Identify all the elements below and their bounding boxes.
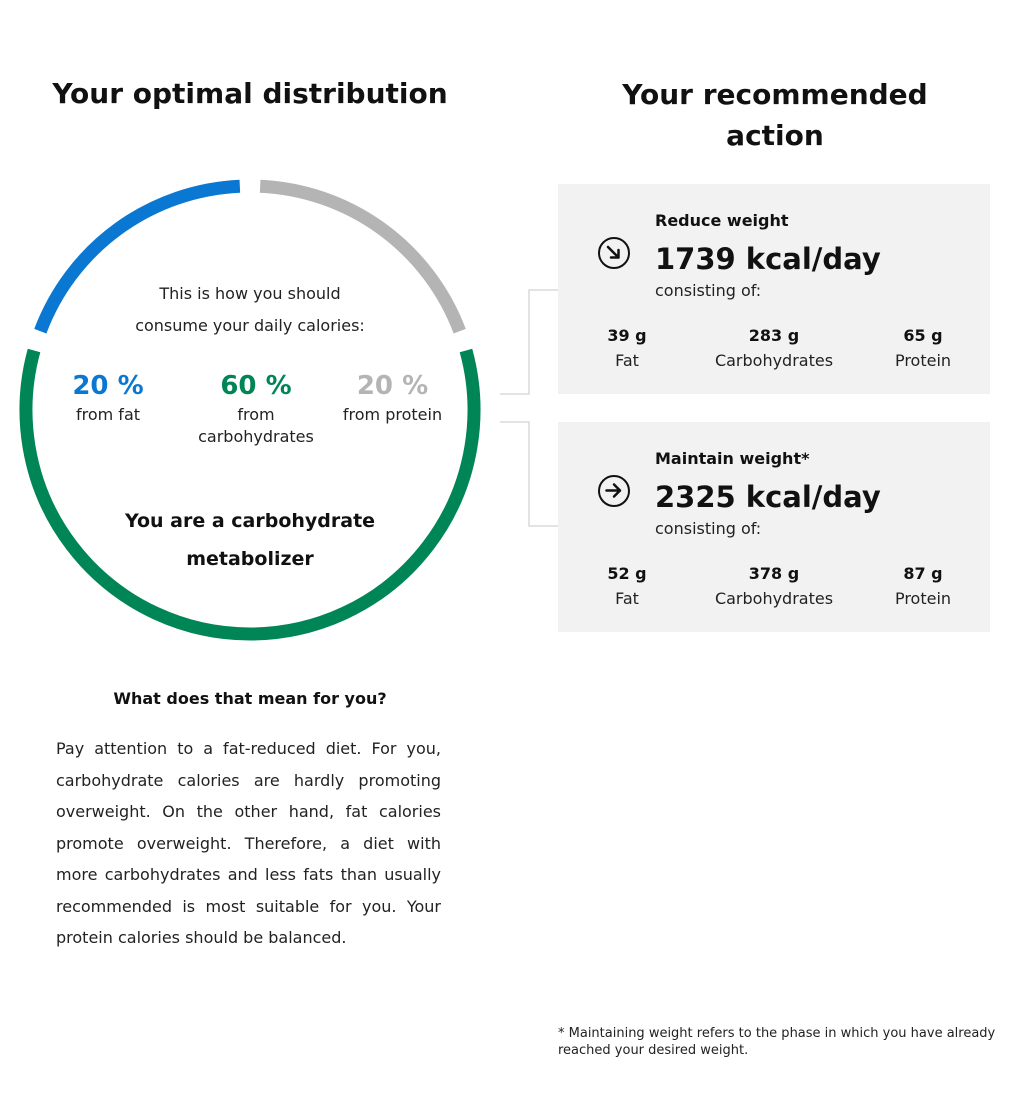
percent-fat-value: 20 % — [72, 371, 144, 401]
metabolizer-line-1: You are a carbohydrate — [124, 510, 376, 532]
intro-line-1: This is how you should — [159, 284, 341, 303]
maintain-weight-card: Maintain weight* 2325 kcal/day consistin… — [558, 422, 990, 632]
maintain-footnote: * Maintaining weight refers to the phase… — [558, 1026, 996, 1058]
arrow-right-circle-icon — [598, 475, 630, 507]
card-title: Reduce weight — [655, 211, 789, 230]
reduce-weight-card: Reduce weight 1739 kcal/day consisting o… — [558, 184, 990, 394]
macro-protein: 65 g Protein — [878, 324, 968, 374]
percent-carbohydrates-label-2: carbohydrates — [198, 427, 314, 446]
meaning-question: What does that mean for you? — [113, 689, 387, 708]
macro-name: Carbohydrates — [714, 351, 834, 370]
percent-fat: 20 % from fat — [48, 368, 168, 426]
ring-segment-carbohydrates — [19, 348, 481, 641]
percent-fat-label: from fat — [75, 405, 141, 424]
macro-fat: 52 g Fat — [578, 562, 676, 612]
card-consisting-label: consisting of: — [655, 281, 762, 300]
recommended-heading: Your recommended action — [580, 74, 970, 156]
macro-grams: 39 g — [607, 326, 647, 345]
macro-carbohydrates: 283 g Carbohydrates — [699, 324, 849, 374]
percent-protein: 20 % from protein — [327, 368, 458, 426]
card-connector-lines — [500, 289, 558, 527]
macro-carbohydrates: 378 g Carbohydrates — [699, 562, 849, 612]
card-kcal: 1739 kcal/day — [655, 242, 881, 276]
macro-grams: 65 g — [903, 326, 943, 345]
ring-segment-protein — [259, 179, 466, 334]
meaning-paragraph: Pay attention to a fat-reduced diet. For… — [56, 739, 441, 947]
card-title: Maintain weight* — [655, 449, 810, 468]
arrow-down-right-circle-icon — [598, 237, 630, 269]
metabolizer-statement: You are a carbohydrate metabolizer — [100, 502, 400, 578]
card-consisting-label: consisting of: — [655, 519, 762, 538]
macro-name: Protein — [894, 589, 952, 608]
macro-grams: 283 g — [748, 326, 800, 345]
macro-grams: 87 g — [903, 564, 943, 583]
macro-fat: 39 g Fat — [578, 324, 676, 374]
percent-carbohydrates-label-1: from — [237, 405, 275, 424]
macro-name: Fat — [615, 351, 639, 370]
macro-grams: 52 g — [607, 564, 647, 583]
percent-protein-label: from protein — [342, 405, 443, 424]
intro-line-2: consume your daily calories: — [135, 316, 365, 335]
percent-carbohydrates-value: 60 % — [220, 371, 292, 401]
metabolizer-line-2: metabolizer — [186, 548, 314, 570]
macro-protein: 87 g Protein — [878, 562, 968, 612]
recommended-heading-line-1: Your recommended — [622, 78, 928, 111]
macro-name: Fat — [615, 589, 639, 608]
percent-protein-value: 20 % — [356, 371, 429, 401]
macro-name: Protein — [894, 351, 952, 370]
percent-carbohydrates: 60 % from carbohydrates — [181, 368, 331, 448]
macro-name: Carbohydrates — [714, 589, 834, 608]
recommended-heading-line-2: action — [726, 119, 824, 152]
card-kcal: 2325 kcal/day — [655, 480, 881, 514]
ring-segment-fat — [34, 179, 241, 334]
distribution-ring-chart — [19, 179, 481, 641]
macro-grams: 378 g — [748, 564, 800, 583]
distribution-heading: Your optimal distribution — [52, 77, 448, 110]
distribution-intro: This is how you should consume your dail… — [100, 278, 400, 342]
